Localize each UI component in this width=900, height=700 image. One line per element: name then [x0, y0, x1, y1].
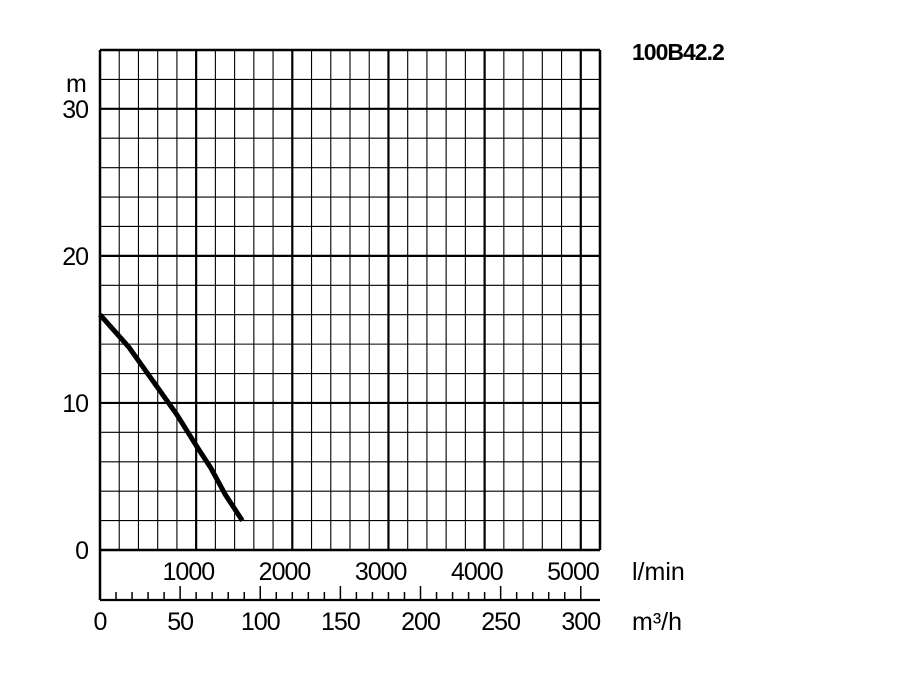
plot-frame — [98, 48, 602, 602]
m3h-tick-label: 250 — [481, 608, 520, 636]
y-tick-label: 0 — [75, 537, 88, 565]
y-tick-label: 10 — [62, 390, 88, 418]
pump-curve-line — [98, 313, 245, 522]
flow-unit-lmin: l/min — [632, 558, 685, 586]
lmin-tick-label: 4000 — [451, 558, 503, 586]
y-tick-label: 30 — [62, 96, 88, 124]
major-grid — [100, 50, 600, 550]
m3h-tick-label: 0 — [94, 608, 107, 636]
lmin-tick-label: 1000 — [163, 558, 215, 586]
lmin-tick-label: 2000 — [259, 558, 311, 586]
lmin-tick-label: 3000 — [355, 558, 407, 586]
tick-labels: 0 10 20 30 1000 2000 3000 4000 5000 0 50 100 150 200 2… — [62, 96, 601, 636]
m3h-tick-label: 150 — [321, 608, 360, 636]
m3h-tick-label: 50 — [167, 608, 193, 636]
m3h-tick-label: 100 — [241, 608, 280, 636]
y-axis-unit: m — [66, 70, 87, 98]
y-tick-label: 20 — [62, 243, 88, 271]
m3h-tick-label: 200 — [401, 608, 440, 636]
model-title: 100B42.2 — [632, 39, 724, 65]
minor-grid — [100, 49, 600, 550]
curve-layer — [98, 313, 245, 522]
flow-unit-m3h: m³/h — [632, 608, 682, 636]
m3h-tick-label: 300 — [561, 608, 600, 636]
lmin-tick-label: 5000 — [547, 558, 599, 586]
